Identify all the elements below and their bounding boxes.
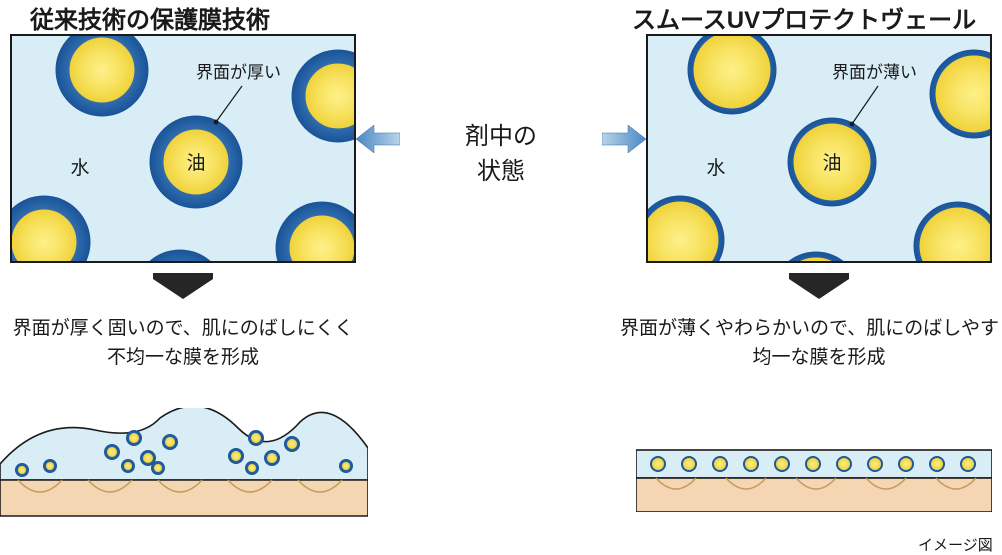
right-title: スムースUVプロテクトヴェール [632, 0, 976, 35]
left-skin-illustration [0, 408, 368, 518]
right-panel-svg: 水 油 界面が薄い [646, 34, 992, 263]
right-skin-illustration [636, 434, 992, 512]
left-description: 界面が厚く固いので、肌にのばしにくく不均一な膜を形成 [13, 314, 354, 373]
right-down-arrow-icon [789, 273, 849, 303]
left-title: 従来技術の保護膜技術 [30, 0, 270, 35]
left-water-label: 水 [70, 157, 89, 179]
side-arrow-right-icon [602, 125, 646, 153]
side-arrow-left-icon [356, 125, 400, 153]
left-oil-label: 油 [186, 152, 205, 174]
left-down-arrow-icon [153, 273, 213, 303]
right-water-label: 水 [706, 157, 725, 179]
image-note-label: イメージ図 [918, 534, 993, 555]
left-panel-svg: 水 油 界面が厚い [10, 34, 356, 263]
right-oil-label: 油 [822, 152, 841, 174]
right-pointer-label: 界面が薄い [832, 63, 917, 82]
right-description: 界面が薄くやわらかいので、肌にのばしやすく均一な膜を形成 [620, 314, 1002, 373]
left-pointer-label: 界面が厚い [196, 63, 281, 82]
center-state-label: 剤中の状態 [465, 116, 537, 186]
